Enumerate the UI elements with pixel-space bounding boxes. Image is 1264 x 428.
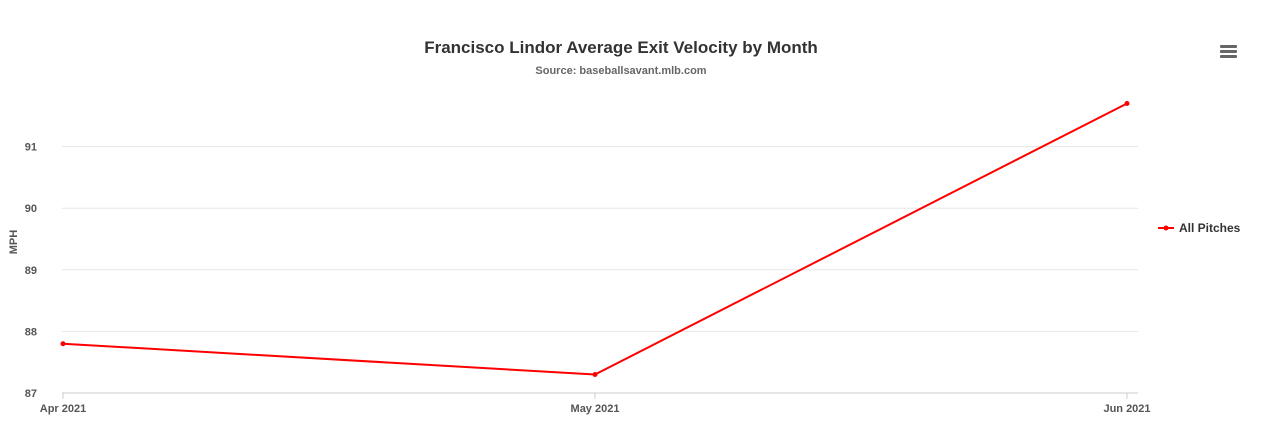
series-layer: [60, 100, 1130, 378]
grid: [62, 146, 1138, 394]
data-point: [592, 372, 598, 378]
y-tick-label: 91: [25, 142, 37, 154]
data-point: [1124, 100, 1130, 106]
x-axis-ticks: Apr 2021 May 2021 Jun 2021: [40, 393, 1151, 415]
x-tick-label: Jun 2021: [1103, 403, 1150, 415]
y-tick-label: 87: [25, 388, 37, 400]
y-axis-title: MPH: [8, 230, 20, 255]
context-menu-button[interactable]: [1214, 40, 1242, 64]
legend-item-all-pitches[interactable]: All Pitches: [1158, 221, 1241, 235]
y-tick-label: 89: [25, 265, 37, 277]
data-point: [60, 341, 66, 347]
y-tick-label: 88: [25, 326, 37, 338]
y-axis-ticks: 87 88 89 90 91: [25, 142, 37, 400]
chart-subtitle: Source: baseballsavant.mlb.com: [535, 65, 706, 77]
series-line: [62, 102, 1128, 376]
x-tick-label: Apr 2021: [40, 403, 86, 415]
x-tick-label: May 2021: [571, 403, 620, 415]
y-tick-label: 90: [25, 203, 37, 215]
legend-marker: [1163, 225, 1169, 231]
hamburger-menu-icon: [1220, 45, 1237, 58]
legend-label: All Pitches: [1179, 221, 1241, 235]
chart-title: Francisco Lindor Average Exit Velocity b…: [424, 38, 818, 57]
legend: All Pitches: [1158, 221, 1241, 235]
